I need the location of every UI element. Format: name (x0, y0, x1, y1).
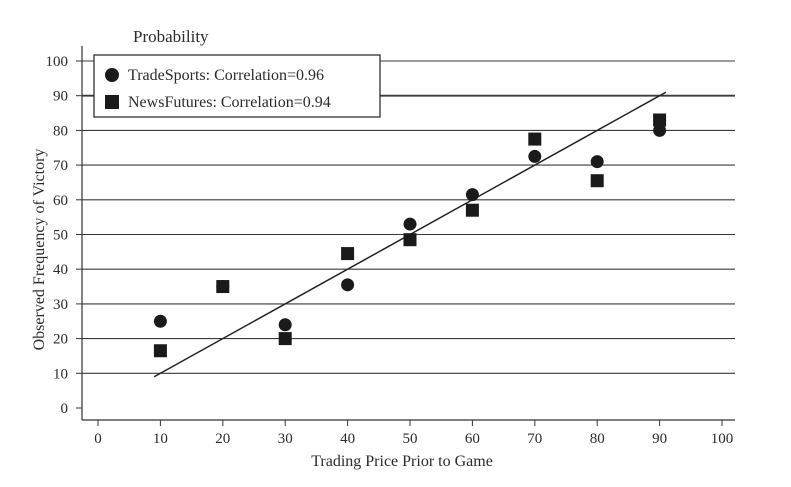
x-tick-label-30: 30 (278, 431, 293, 447)
x-tick-label-50: 50 (403, 431, 418, 447)
tradesports-point (153, 314, 167, 328)
legend-label: TradeSports: Correlation=0.96 (128, 67, 324, 84)
newsfutures-point (590, 174, 604, 188)
tradesports-point (403, 217, 417, 231)
x-tick-label-0: 0 (94, 431, 102, 447)
x-tick-label-20: 20 (215, 431, 230, 447)
y-tick-label-50: 50 (53, 228, 68, 244)
y-tick-label-40: 40 (53, 262, 68, 278)
newsfutures-point (465, 203, 479, 217)
x-tick-label-10: 10 (153, 431, 168, 447)
newsfutures-point (653, 113, 667, 127)
axes: 0 10 20 30 40 50 60 70 80 90 100 0 10 20 30 40 50 60 70 80 9… (46, 46, 735, 447)
y-tick-label-100: 100 (46, 54, 69, 70)
newsfutures-point (403, 233, 417, 247)
y-tick-label-10: 10 (53, 366, 68, 382)
y-tick-label-0: 0 (61, 401, 69, 417)
legend-label: NewsFutures: Correlation=0.94 (128, 94, 331, 111)
x-axis-title: Trading Price Prior to Game (311, 453, 493, 470)
y-tick-label-70: 70 (53, 158, 68, 174)
tradesports-point (465, 188, 479, 202)
newsfutures-point (341, 247, 355, 261)
newsfutures-point (153, 344, 167, 358)
legend-circle-icon (105, 68, 119, 82)
tradesports-point (653, 123, 667, 137)
y-tick-label-30: 30 (53, 297, 68, 313)
y-axis-title: Observed Frequency of Victory (31, 149, 48, 351)
newsfutures-point (528, 132, 542, 146)
y-tick-label-20: 20 (53, 332, 68, 348)
x-tick-label-40: 40 (340, 431, 355, 447)
x-tick-label-60: 60 (465, 431, 480, 447)
tradesports-point (528, 149, 542, 163)
y-tick-label-60: 60 (53, 193, 68, 209)
legend-square-icon (105, 95, 119, 109)
legend: TradeSports: Correlation=0.96 NewsFutures… (93, 54, 381, 118)
x-tick-label-100: 100 (711, 431, 734, 447)
chart-title: Probability (133, 27, 209, 46)
tradesports-point (278, 318, 292, 332)
tradesports-point (341, 278, 355, 292)
legend-box (93, 54, 381, 118)
y-tick-label-90: 90 (53, 89, 68, 105)
x-tick-label-90: 90 (652, 431, 667, 447)
newsfutures-point (278, 332, 292, 346)
data-points (153, 113, 667, 358)
x-tick-label-70: 70 (527, 431, 542, 447)
newsfutures-point (216, 280, 230, 294)
y-tick-label-80: 80 (53, 123, 68, 139)
tradesports-point (590, 155, 604, 169)
x-tick-label-80: 80 (590, 431, 605, 447)
